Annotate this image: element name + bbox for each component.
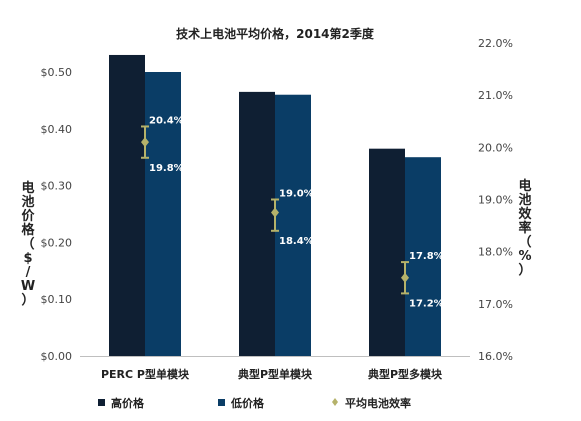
right-axis-tick-label: 20.0%: [478, 141, 513, 154]
right-axis-tick-label: 21.0%: [478, 89, 513, 102]
bar-high-price: [109, 54, 145, 357]
left-axis-tick-label: $0.00: [41, 350, 73, 363]
left-axis-tick-label: $0.30: [41, 180, 73, 193]
bar-high-price: [369, 148, 405, 356]
left-axis-title-char: 价: [21, 209, 35, 224]
left-axis-title-char: ）: [21, 292, 34, 308]
left-axis-title-char: 池: [21, 194, 34, 210]
bar-low-price: [405, 157, 441, 356]
legend-label: 高价格: [111, 396, 145, 410]
efficiency-low-label: 19.8%: [149, 163, 184, 174]
efficiency-low-label: 18.4%: [279, 236, 314, 247]
bar-high-price: [239, 91, 275, 356]
efficiency-low-label: 17.2%: [409, 298, 444, 309]
efficiency-point: [401, 272, 409, 283]
efficiency-high-label: 19.0%: [279, 189, 314, 200]
left-axis-title-char: （: [21, 236, 34, 252]
right-axis-title-char: 池: [518, 192, 531, 208]
legend-label: 平均电池效率: [345, 396, 411, 410]
bar-low-price: [275, 94, 311, 356]
right-axis-title-char: %: [518, 249, 531, 264]
right-axis-title-char: 率: [518, 220, 531, 236]
legend-swatch-high-price: [98, 399, 105, 406]
right-axis-title-char: （: [518, 234, 531, 250]
efficiency-high-label: 17.8%: [409, 251, 444, 262]
legend-swatch-low-price: [218, 399, 225, 406]
efficiency-high-label: 20.4%: [149, 115, 184, 126]
legend-label: 低价格: [230, 396, 265, 410]
right-axis-tick-label: 17.0%: [478, 298, 513, 311]
left-axis-tick-label: $0.10: [41, 293, 73, 306]
left-axis-title-char: $: [23, 251, 32, 266]
right-axis-title-char: 效: [518, 206, 532, 222]
right-axis-title-char: 电: [518, 178, 531, 194]
chart-title: 技术上电池平均价格，2014第2季度: [176, 26, 375, 41]
right-axis-tick-label: 16.0%: [478, 350, 513, 363]
right-axis-tick-label: 19.0%: [478, 194, 513, 207]
left-axis-tick-label: $0.50: [41, 66, 73, 79]
efficiency-point: [271, 207, 279, 218]
left-axis-title-char: 格: [21, 222, 35, 238]
right-axis-tick-label: 22.0%: [478, 37, 513, 50]
category-label: 典型P型单模块: [238, 367, 313, 381]
efficiency-point: [141, 137, 149, 148]
left-axis-tick-label: $0.20: [41, 236, 73, 249]
left-axis-title-char: /: [26, 265, 31, 280]
category-label: PERC P型单模块: [101, 367, 190, 381]
category-label: 典型P型多模块: [368, 367, 443, 381]
right-axis-title-char: ）: [518, 262, 531, 278]
left-axis-title-char: 电: [21, 180, 34, 196]
legend-swatch-efficiency: [332, 398, 338, 406]
right-axis-tick-label: 18.0%: [478, 246, 513, 259]
left-axis-title-char: W: [21, 279, 35, 294]
left-axis-tick-label: $0.40: [41, 123, 73, 136]
bar-low-price: [145, 72, 181, 356]
